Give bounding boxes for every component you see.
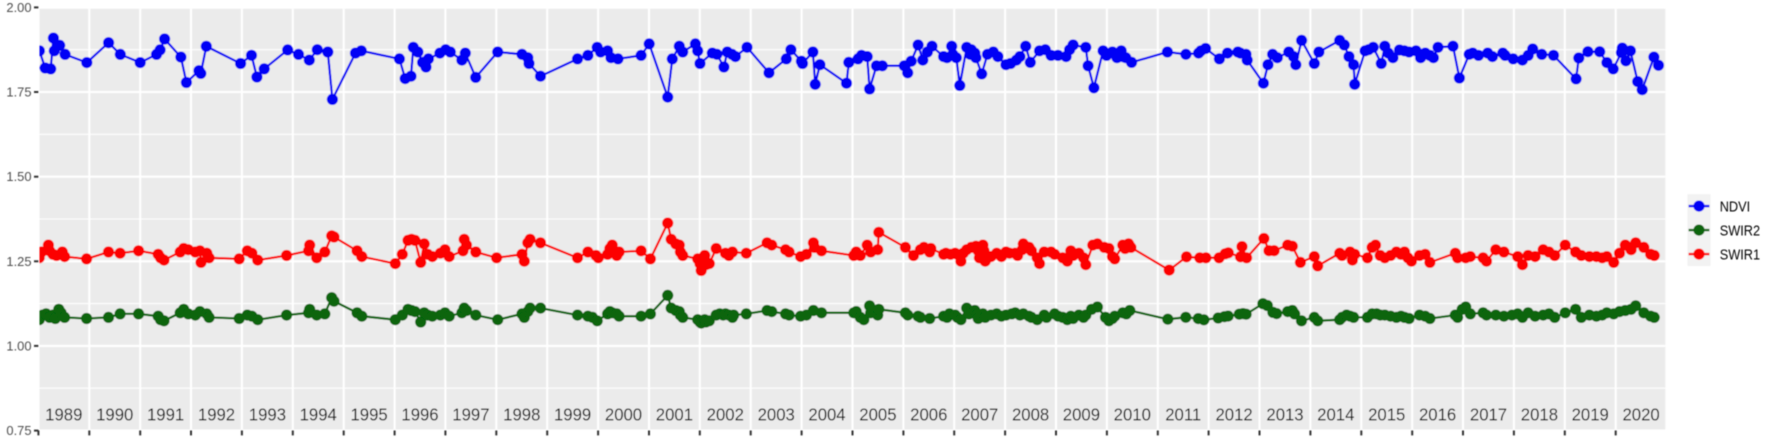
svg-text:2.00: 2.00 xyxy=(6,0,31,15)
svg-text:2002: 2002 xyxy=(707,404,744,425)
svg-text:2009: 2009 xyxy=(1063,404,1100,425)
svg-text:1993: 1993 xyxy=(249,404,286,425)
svg-text:1.50: 1.50 xyxy=(6,169,31,184)
svg-text:1990: 1990 xyxy=(96,404,133,425)
svg-text:1999: 1999 xyxy=(554,404,591,425)
svg-text:2010: 2010 xyxy=(1114,404,1151,425)
svg-text:1994: 1994 xyxy=(300,404,338,425)
svg-text:1991: 1991 xyxy=(147,404,184,425)
svg-text:2012: 2012 xyxy=(1215,404,1252,425)
svg-text:2019: 2019 xyxy=(1572,404,1609,425)
svg-text:2008: 2008 xyxy=(1012,404,1049,425)
svg-text:2013: 2013 xyxy=(1266,404,1303,425)
svg-text:2007: 2007 xyxy=(961,404,998,425)
svg-text:2017: 2017 xyxy=(1470,404,1507,425)
svg-text:1995: 1995 xyxy=(350,404,387,425)
svg-text:1992: 1992 xyxy=(198,404,235,425)
svg-text:1.75: 1.75 xyxy=(6,85,31,100)
svg-text:2006: 2006 xyxy=(910,404,947,425)
svg-text:2011: 2011 xyxy=(1165,404,1201,425)
svg-text:2005: 2005 xyxy=(859,404,896,425)
svg-text:2004: 2004 xyxy=(808,404,846,425)
svg-text:2020: 2020 xyxy=(1622,404,1659,425)
svg-text:1996: 1996 xyxy=(401,404,438,425)
svg-text:2001: 2001 xyxy=(656,404,693,425)
svg-text:2000: 2000 xyxy=(605,404,642,425)
svg-text:1.00: 1.00 xyxy=(6,338,31,353)
svg-text:SWIR2: SWIR2 xyxy=(1720,221,1761,238)
svg-text:SWIR1: SWIR1 xyxy=(1720,245,1761,262)
svg-text:1.25: 1.25 xyxy=(6,254,31,269)
svg-text:NDVI: NDVI xyxy=(1720,197,1750,214)
svg-text:0.75: 0.75 xyxy=(6,423,31,438)
svg-text:2016: 2016 xyxy=(1419,404,1456,425)
svg-text:2018: 2018 xyxy=(1521,404,1558,425)
svg-text:1998: 1998 xyxy=(503,404,540,425)
svg-text:1997: 1997 xyxy=(452,404,489,425)
svg-text:2014: 2014 xyxy=(1317,404,1355,425)
svg-text:2015: 2015 xyxy=(1368,404,1405,425)
svg-text:2003: 2003 xyxy=(758,404,795,425)
svg-text:1989: 1989 xyxy=(45,404,82,425)
